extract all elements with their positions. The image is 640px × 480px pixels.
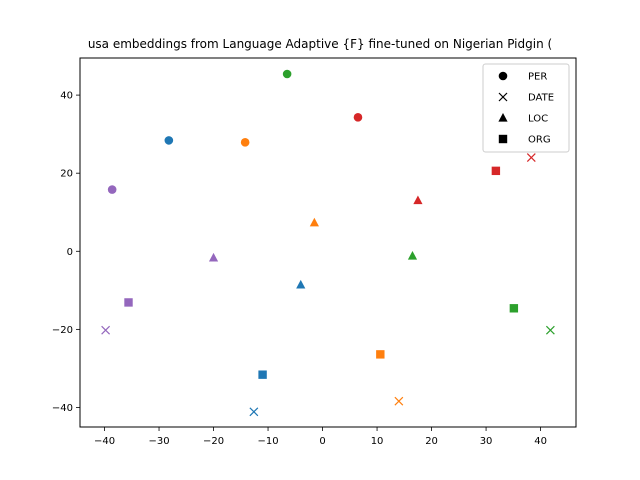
data-point-x: [545, 325, 555, 335]
data-points: [101, 69, 555, 417]
data-point-square: [491, 166, 501, 176]
data-point-square: [124, 298, 133, 307]
x-tick-label: 20: [425, 436, 438, 447]
y-tick-label: −40: [52, 403, 73, 414]
data-point-triangle: [208, 252, 219, 262]
y-tick-label: 0: [67, 247, 73, 258]
x-tick-label: −30: [148, 436, 169, 447]
y-axis: −40 −20 0 20 40: [52, 91, 80, 414]
data-point-square: [376, 350, 385, 359]
y-tick-label: −20: [52, 325, 73, 336]
x-tick-label: −20: [203, 436, 224, 447]
x-tick-label: −40: [94, 436, 115, 447]
data-point-square: [258, 370, 267, 379]
legend-label: PER: [528, 72, 547, 83]
y-tick-label: 40: [60, 91, 73, 102]
data-point-circle: [282, 69, 292, 79]
data-point-triangle: [296, 279, 306, 289]
legend-marker-triangle: [498, 113, 508, 122]
chart-title: usa embeddings from Language Adaptive {F…: [88, 37, 552, 51]
legend-marker-circle: [498, 71, 508, 81]
legend-marker-x: [498, 92, 508, 102]
legend-label: LOC: [528, 114, 548, 125]
data-point-x: [526, 153, 536, 162]
legend-label: DATE: [528, 93, 554, 104]
data-point-circle: [107, 185, 117, 194]
data-point-x: [249, 407, 259, 417]
legend-marker-square: [498, 134, 508, 144]
x-tick-label: 0: [319, 436, 325, 447]
data-point-triangle: [309, 217, 319, 227]
data-point-circle: [164, 136, 174, 145]
data-point-triangle: [413, 195, 423, 205]
data-point-x: [101, 325, 111, 335]
x-tick-label: −10: [257, 436, 278, 447]
data-point-triangle: [407, 250, 418, 260]
data-point-square: [509, 304, 519, 313]
x-tick-label: 10: [371, 436, 384, 447]
data-point-circle: [240, 138, 250, 147]
x-axis: −40 −30 −20 −10 0 10 20 30 40: [94, 427, 547, 447]
x-tick-label: 40: [534, 436, 547, 447]
plot-frame: [79, 57, 577, 428]
y-tick-label: 20: [60, 169, 73, 180]
legend-label: ORG: [528, 135, 551, 146]
data-point-x: [394, 396, 404, 406]
legend: PER DATE LOC ORG: [482, 63, 570, 153]
data-point-circle: [353, 113, 363, 122]
legend-box: [482, 63, 570, 153]
x-tick-label: 30: [480, 436, 493, 447]
